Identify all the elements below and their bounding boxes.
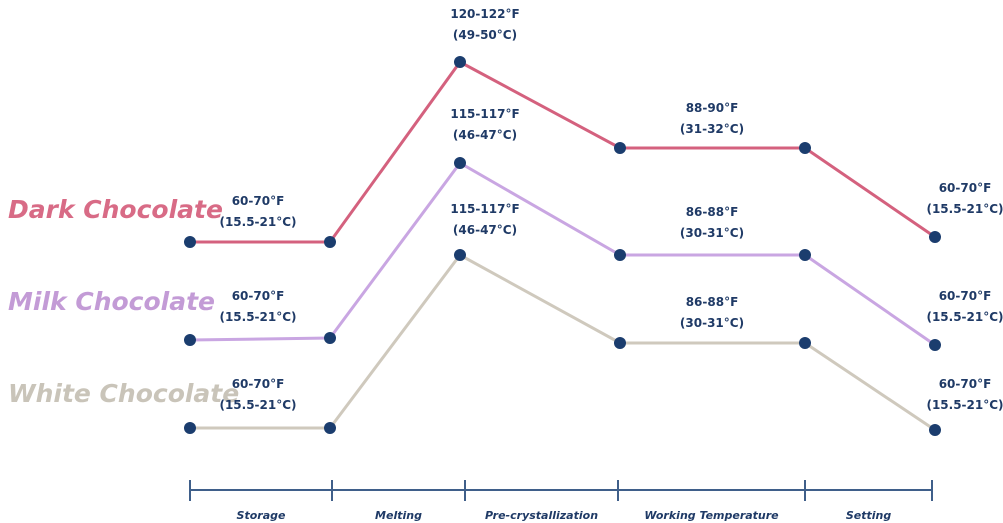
temperature-label: (46-47°C) [453,128,517,142]
point [184,236,196,248]
temperature-label: (30-31°C) [680,316,744,330]
point [324,332,336,344]
temperature-label: (15.5-21°C) [219,310,296,324]
point [184,334,196,346]
temperature-label: (49-50°C) [453,28,517,42]
temperature-label: (15.5-21°C) [926,202,1003,216]
temperature-label: (31-32°C) [680,122,744,136]
temperature-label: 115-117°F [450,107,519,121]
temperature-label: 60-70°F [939,377,992,391]
stage-label: Pre-crystallization [485,509,598,522]
temperature-label: 88-90°F [686,101,739,115]
point [799,142,811,154]
point [324,236,336,248]
temperature-label: 60-70°F [232,289,285,303]
point [454,157,466,169]
point [614,249,626,261]
temperature-line [190,253,936,432]
series-name: White Chocolate [8,379,239,408]
stage-label: Working Temperature [644,509,779,522]
point [799,337,811,349]
point [929,339,941,351]
temperature-label: 60-70°F [939,289,992,303]
temperature-label: 115-117°F [450,202,519,216]
temperature-line [189,161,936,347]
temperature-line [190,60,936,244]
stage-label: Setting [846,509,892,522]
temperature-label: (30-31°C) [680,226,744,240]
point [454,249,466,261]
point [454,56,466,68]
stage-label: Melting [375,509,422,522]
series-name: Milk Chocolate [8,287,215,316]
point [614,142,626,154]
point [929,424,941,436]
point [184,422,196,434]
temperature-label: 86-88°F [686,295,739,309]
series-name: Dark Chocolate [8,195,223,224]
temperature-label: (15.5-21°C) [219,398,296,412]
temperature-label: 60-70°F [939,181,992,195]
point [929,231,941,243]
temperature-label: 86-88°F [686,205,739,219]
temperature-label: (15.5-21°C) [926,310,1003,324]
stage-label: Storage [237,509,286,522]
temperature-label: 60-70°F [232,377,285,391]
temperature-label: 120-122°F [450,7,519,21]
point [324,422,336,434]
temperature-label: (15.5-21°C) [926,398,1003,412]
temperature-label: (46-47°C) [453,223,517,237]
point [799,249,811,261]
temperature-label: 60-70°F [232,194,285,208]
temperature-label: (15.5-21°C) [219,215,296,229]
point [614,337,626,349]
